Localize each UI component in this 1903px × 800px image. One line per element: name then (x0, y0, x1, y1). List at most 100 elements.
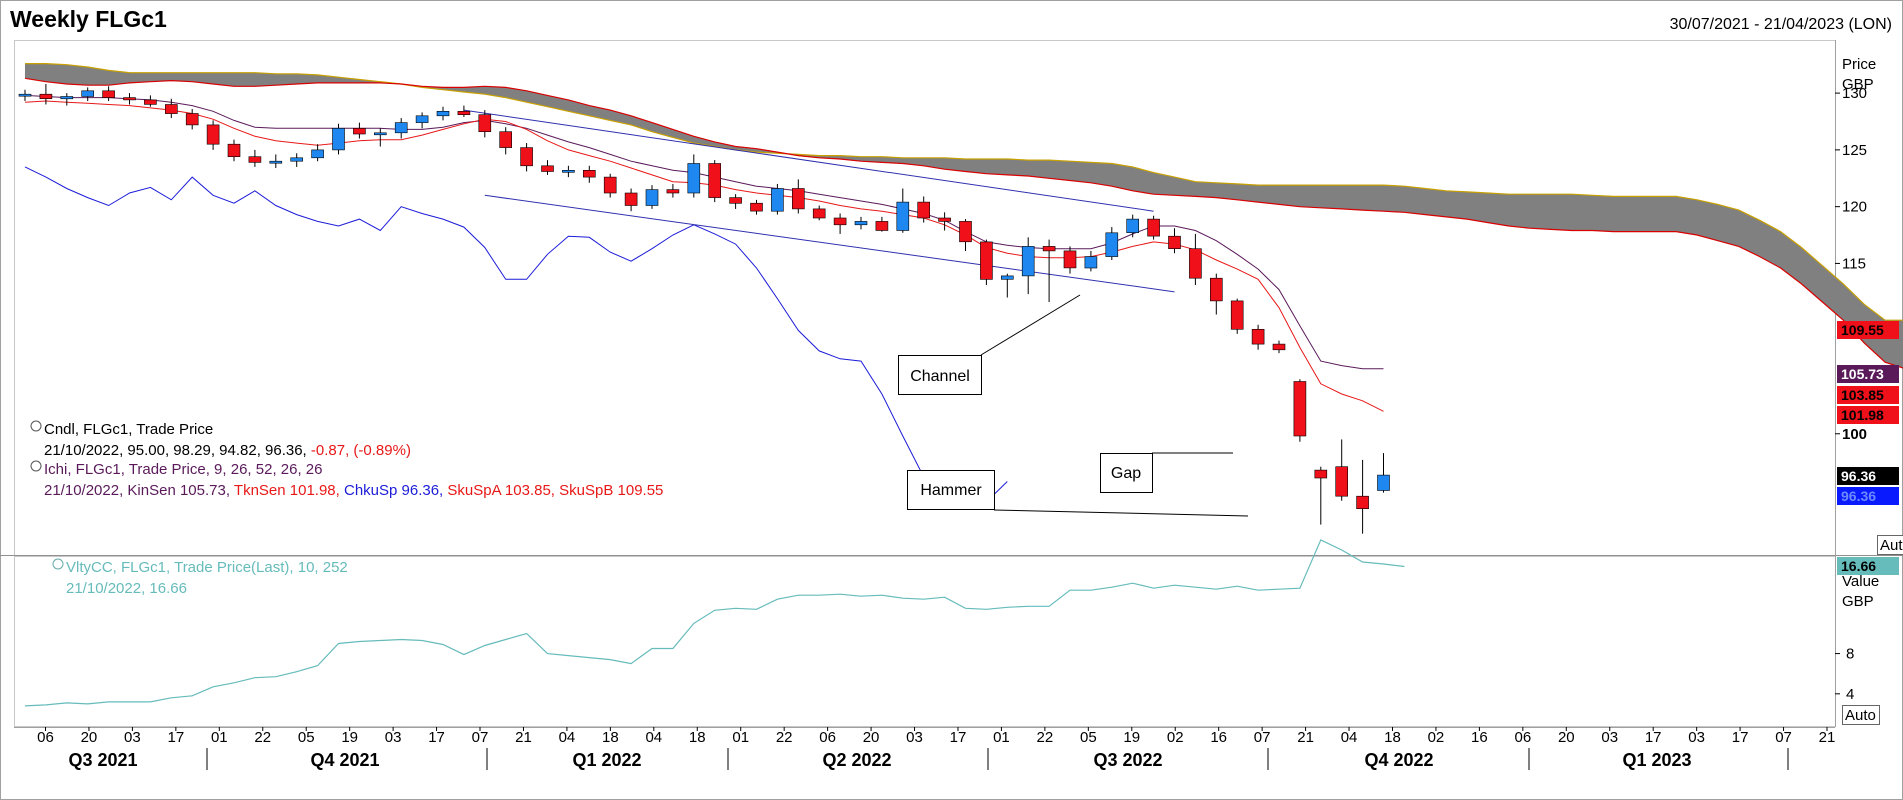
week-tick-label: 04 (1341, 729, 1358, 746)
legend-volatility-line2: 21/10/2022, 16.66 (66, 580, 187, 597)
candle (750, 199, 763, 215)
candle (1147, 215, 1160, 240)
week-tick-label: 16 (1210, 729, 1227, 746)
week-tick-label: 21 (1297, 729, 1314, 746)
period-label: Q3 2021 (68, 750, 137, 770)
candle-body-down (1168, 235, 1181, 249)
date-range: 30/07/2021 - 21/04/2023 (LON) (1670, 16, 1892, 33)
candle-body-down (812, 208, 826, 219)
candle-body-up (1105, 232, 1119, 257)
channel-line-2 (484, 194, 1175, 293)
candle (687, 154, 701, 198)
candle-body-down (708, 163, 722, 198)
candle (1272, 340, 1286, 354)
week-tick-label: 02 (1428, 729, 1445, 746)
price-tag-bg (1837, 321, 1899, 339)
legend-candles-line2: 21/10/2022, 95.00, 98.29, 94.82, 96.36, … (44, 442, 411, 459)
senkou-span-b-line (25, 62, 1903, 321)
price-tag-label: 109.55 (1841, 322, 1884, 338)
week-tick-label: 22 (254, 729, 271, 746)
price-axis-mode[interactable]: Auto (1877, 535, 1903, 555)
candle (165, 98, 178, 119)
candle-body-down (791, 188, 805, 210)
candle-body-down (499, 131, 513, 148)
candle-body-up (436, 111, 450, 117)
price-tick-label: 125 (1842, 142, 1867, 159)
candle (478, 110, 492, 138)
gap-annotation: Gap (1100, 453, 1153, 493)
chikou-span-line (24, 166, 1008, 503)
candle-body-up (415, 115, 429, 123)
legend-candles-icon (30, 420, 42, 432)
candle-body-up (896, 201, 910, 231)
week-tick-label: 18 (1384, 729, 1401, 746)
channel-line-1 (463, 109, 1154, 212)
candle (896, 188, 910, 233)
candle (18, 89, 32, 102)
cloud-fill (25, 63, 1903, 369)
candle (812, 205, 826, 221)
candle-body-down (750, 202, 763, 212)
candle-body-down (144, 99, 157, 105)
candle (875, 216, 889, 232)
candle-body-up (373, 132, 387, 136)
candle-body-down (875, 221, 889, 231)
week-tick-label: 07 (1254, 729, 1271, 746)
candle (102, 86, 115, 102)
candle (1000, 273, 1014, 298)
candle (332, 123, 345, 155)
legend-volatility-icon (52, 558, 64, 570)
candle (39, 84, 53, 105)
week-tick-label: 20 (81, 729, 98, 746)
value-tick-label: 8 (1846, 646, 1854, 663)
week-tick-label: 17 (1645, 729, 1662, 746)
week-tick-label: 04 (645, 729, 662, 746)
price-tag-bg (1837, 467, 1899, 485)
value-axis-mode[interactable]: Auto (1842, 705, 1880, 725)
period-label: Q1 2022 (572, 750, 641, 770)
price-tag: 96.36 (1837, 487, 1899, 505)
price-tick-label: 100 (1842, 426, 1867, 443)
week-tick-label: 17 (428, 729, 445, 746)
candle (645, 185, 659, 209)
legend-candles-values: 21/10/2022, 95.00, 98.29, 94.82, 96.36, (44, 442, 311, 459)
candle-body-down (1063, 250, 1077, 269)
candle-body-up (771, 188, 784, 212)
week-tick-label: 21 (515, 729, 532, 746)
legend-tenkan: TknSen 101.98, (234, 482, 344, 499)
period-label: Q2 2022 (822, 750, 891, 770)
week-tick-label: 06 (819, 729, 836, 746)
candle-body-down (185, 113, 199, 126)
candle (1105, 227, 1119, 261)
legend-ichimoku-line2: 21/10/2022, KinSen 105.73, TknSen 101.98… (44, 482, 663, 499)
candle-body-down (1356, 495, 1369, 510)
price-tag-label: 101.98 (1841, 407, 1884, 423)
week-tick-label: 02 (1167, 729, 1184, 746)
candle-body-down (917, 201, 931, 219)
candle-body-down (227, 143, 241, 157)
volatility-tag-bg (1837, 557, 1899, 575)
legend-span-a: SkuSpA 103.85, (447, 482, 559, 499)
candle-body-up (332, 128, 345, 151)
legend-kijun: KinSen 105.73, (127, 482, 233, 499)
candle-body-down (520, 147, 533, 167)
candle-body-down (1293, 381, 1307, 437)
week-tick-label: 17 (168, 729, 185, 746)
week-tick-label: 03 (385, 729, 402, 746)
candle-body-down (1335, 466, 1348, 497)
candle (1021, 237, 1035, 295)
week-tick-label: 05 (1080, 729, 1097, 746)
legend-span-b: SkuSpB 109.55 (559, 482, 663, 499)
legend-volatility-line1: VltyCC, FLGc1, Trade Price(Last), 10, 25… (66, 559, 348, 576)
candle-body-up (60, 96, 74, 100)
ichimoku-legend: Ichi, FLGc1, Trade Price, 9, 26, 52, 26,… (30, 460, 663, 499)
candle-body-up (311, 149, 324, 159)
candle-body-down (165, 104, 178, 114)
candle-body-down (624, 192, 638, 206)
legend-candles-line1: Cndl, FLGc1, Trade Price (44, 421, 213, 438)
candle (980, 239, 993, 286)
week-tick-label: 07 (472, 729, 489, 746)
candle (520, 143, 533, 172)
price-axis: Price GBP 130 125 120 115 100 (1835, 56, 1876, 443)
candle (1168, 228, 1181, 254)
